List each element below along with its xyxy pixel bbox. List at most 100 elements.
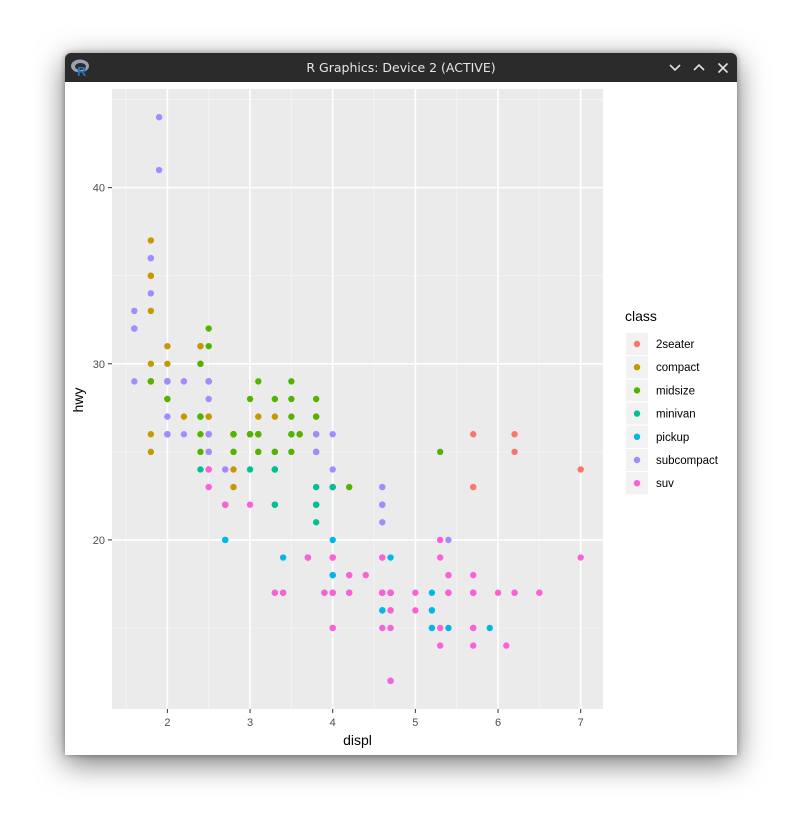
data-point-pickup: [387, 554, 394, 561]
data-point-subcompact: [164, 413, 171, 420]
data-point-pickup: [379, 607, 386, 614]
data-point-suv: [494, 589, 502, 596]
grid-minor: [112, 89, 603, 709]
data-point-subcompact: [379, 519, 386, 526]
data-point-midsize: [255, 431, 262, 438]
data-point-pickup: [428, 589, 436, 596]
data-point-suv: [436, 624, 444, 632]
data-point-compact: [147, 272, 155, 279]
data-point-2seater: [470, 483, 477, 491]
data-point-compact: [147, 431, 155, 438]
data-point-subcompact: [205, 431, 212, 438]
data-point-midsize: [312, 395, 320, 403]
data-point-midsize: [197, 431, 204, 438]
data-point-suv: [346, 571, 353, 579]
data-point-subcompact: [155, 166, 163, 174]
close-button[interactable]: [712, 57, 734, 79]
data-point-subcompact: [180, 378, 188, 385]
data-point-midsize: [164, 395, 171, 403]
data-point-subcompact: [180, 431, 188, 438]
data-point-compact: [164, 360, 171, 367]
data-point-midsize: [147, 378, 155, 385]
data-point-2seater: [511, 431, 518, 438]
data-point-subcompact: [147, 254, 155, 262]
data-point-minivan: [271, 466, 279, 473]
x-axis-label: displ: [343, 732, 372, 748]
data-point-subcompact: [329, 431, 336, 438]
data-point-midsize: [255, 378, 262, 385]
data-point-subcompact: [131, 307, 138, 315]
data-point-midsize: [205, 342, 212, 350]
data-point-subcompact: [155, 113, 163, 121]
title-bar[interactable]: R R Graphics: Device 2 (ACTIVE): [65, 53, 737, 82]
y-tick-label: 20: [93, 535, 105, 547]
close-icon: [717, 62, 729, 74]
legend-key-midsize: [633, 387, 641, 394]
data-point-subcompact: [131, 325, 138, 332]
data-point-subcompact: [164, 378, 171, 385]
r-logo-icon: R: [71, 59, 89, 78]
r-graphics-window: R R Graphics: Device 2 (ACTIVE) 2 3 4 5 6: [65, 53, 737, 755]
legend-key-2seater: [633, 340, 641, 348]
data-point-suv: [445, 571, 452, 579]
data-point-pickup: [279, 554, 287, 561]
data-point-subcompact: [205, 448, 212, 456]
legend-label-subcompact: subcompact: [656, 455, 719, 467]
data-point-subcompact: [205, 378, 212, 385]
data-point-compact: [147, 360, 155, 367]
data-point-suv: [205, 466, 212, 473]
data-point-2seater: [577, 466, 584, 473]
x-tick-label: 4: [330, 717, 336, 729]
data-point-suv: [329, 554, 336, 561]
data-point-2seater: [511, 448, 518, 456]
legend-label-pickup: pickup: [656, 432, 689, 444]
data-point-compact: [180, 413, 188, 420]
x-tick-label: 6: [495, 717, 501, 729]
data-point-minivan: [246, 466, 254, 473]
svg-text:R: R: [77, 64, 87, 78]
legend-key-subcompact: [633, 456, 641, 464]
data-point-pickup: [222, 536, 229, 544]
data-point-subcompact: [312, 431, 320, 438]
data-point-suv: [412, 589, 419, 596]
maximize-button[interactable]: [688, 57, 710, 79]
x-tick-label: 7: [578, 717, 584, 729]
data-point-suv: [436, 536, 444, 544]
scatter-chart: 2 3 4 5 6 7 20 30 40 displ hwy class 2seater comp…: [70, 89, 719, 748]
data-point-minivan: [197, 466, 204, 473]
data-point-midsize: [230, 431, 237, 438]
data-point-pickup: [486, 624, 493, 632]
legend-label-suv: suv: [656, 478, 674, 490]
x-tick-label: 3: [247, 717, 253, 729]
data-point-suv: [379, 589, 386, 596]
data-point-suv: [387, 677, 394, 685]
data-point-suv: [304, 554, 312, 561]
minimize-icon: [669, 64, 681, 72]
data-point-midsize: [288, 378, 295, 385]
legend: class 2seater compact midsize minivan pickup…: [625, 308, 719, 495]
data-point-midsize: [271, 448, 279, 456]
data-point-suv: [279, 589, 287, 596]
data-point-suv: [470, 571, 477, 579]
data-point-midsize: [288, 395, 295, 403]
plot-area: 2 3 4 5 6 7 20 30 40 displ hwy class 2seater comp…: [65, 82, 737, 755]
y-tick-label: 30: [93, 359, 105, 371]
data-point-subcompact: [445, 536, 452, 544]
data-point-midsize: [288, 413, 295, 420]
data-point-minivan: [271, 501, 279, 508]
data-point-midsize: [255, 448, 262, 456]
window-title: R Graphics: Device 2 (ACTIVE): [306, 60, 496, 75]
data-point-midsize: [296, 431, 303, 438]
data-point-pickup: [445, 624, 452, 632]
data-point-suv: [379, 554, 386, 561]
data-point-subcompact: [312, 448, 320, 456]
legend-label-midsize: midsize: [656, 385, 695, 397]
data-point-suv: [577, 554, 584, 561]
data-point-suv: [329, 624, 336, 632]
data-point-pickup: [428, 624, 436, 632]
x-tick-label: 2: [164, 717, 170, 729]
data-point-subcompact: [379, 501, 386, 508]
minimize-button[interactable]: [664, 57, 686, 79]
x-tick-label: 5: [412, 717, 418, 729]
data-point-suv: [379, 624, 386, 632]
